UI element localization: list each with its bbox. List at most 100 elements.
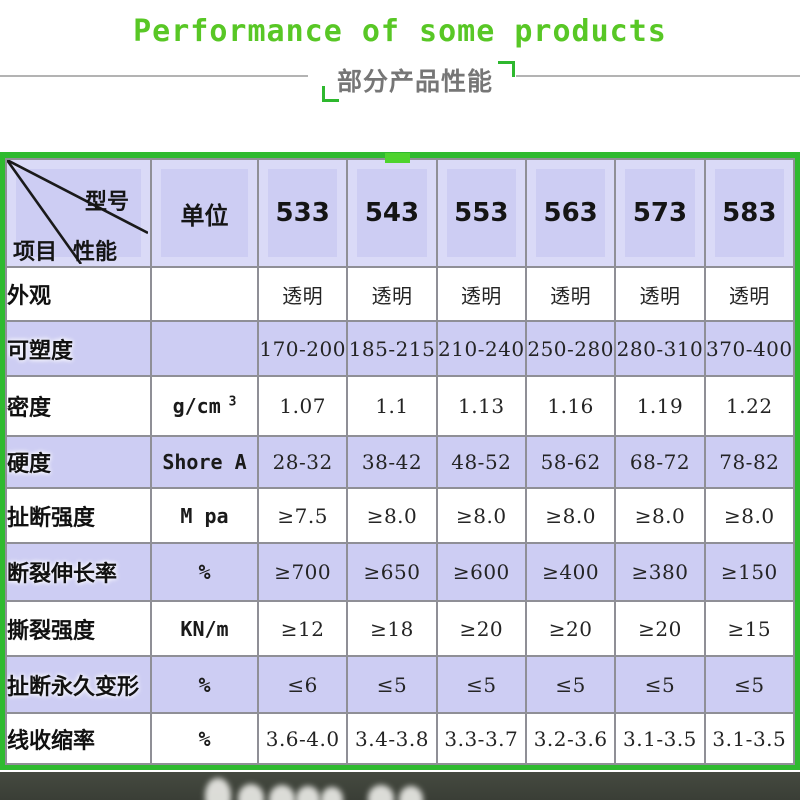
page-subtitle: 部分产品性能 — [336, 67, 493, 96]
value-cell: ≥700 — [256, 542, 349, 602]
value-cell: 48-52 — [435, 435, 527, 489]
value-cell: ≥20 — [524, 600, 617, 657]
table-row: 扯断永久变形% ≤6 ≤5 ≤5 ≤5 ≤5 ≤5 — [5, 655, 796, 714]
value-cell: ≤5 — [524, 655, 617, 714]
value-cell: 1.22 — [703, 375, 796, 437]
spec-table-body: 外观 透明 透明 透明 透明 透明 透明 可塑度 170-200 185-215 210-240 25… — [5, 266, 796, 765]
row-label: 硬度 — [5, 435, 152, 489]
value-cell: ≥600 — [435, 542, 527, 602]
value-cell: ≥8.0 — [435, 487, 527, 544]
value-cell: 透明 — [524, 266, 617, 322]
value-cell: 3.3-3.7 — [435, 712, 527, 765]
value-cell: 68-72 — [614, 435, 706, 489]
corner-bracket-bottom-left-icon — [322, 86, 339, 102]
unit-text: M pa — [180, 503, 229, 528]
value-cell: 370-400 — [703, 320, 796, 377]
table-row: 线收缩率% 3.6-4.0 3.4-3.8 3.3-3.7 3.2-3.6 3.1-3.5… — [5, 712, 796, 765]
row-label: 密度 — [5, 375, 152, 437]
value-cell: 3.1-3.5 — [703, 712, 796, 765]
green-notch-decoration — [385, 153, 410, 163]
value-cell: ≥8.0 — [614, 487, 706, 544]
unit-cell: Shore A — [150, 435, 259, 489]
table-row: 断裂伸长率% ≥700 ≥650 ≥600 ≥400 ≥380 ≥150 — [5, 542, 796, 602]
table-header-row: 型号 性能 项目 单位 533 543 553 563 573 583 — [5, 158, 796, 268]
model-header-553: 553 — [435, 158, 527, 268]
row-label: 扯断永久变形 — [5, 655, 152, 714]
value-cell: ≥380 — [614, 542, 706, 602]
model-header-583: 583 — [703, 158, 796, 268]
photo-highlight-blob — [321, 787, 343, 800]
value-cell: 38-42 — [346, 435, 438, 489]
photo-highlight-blob — [296, 786, 320, 800]
unit-text: % — [198, 726, 211, 751]
value-cell: 3.1-3.5 — [614, 712, 706, 765]
value-cell: 250-280 — [524, 320, 617, 377]
product-photo-strip — [0, 772, 800, 800]
unit-cell: % — [150, 542, 259, 602]
spec-table: 型号 性能 项目 单位 533 543 553 563 573 583 外观 透明 透明 透明透… — [5, 158, 796, 765]
row-label: 线收缩率 — [5, 712, 152, 765]
row-label: 扯断强度 — [5, 487, 152, 544]
photo-highlight-blob — [399, 786, 423, 800]
value-cell: 3.2-3.6 — [524, 712, 617, 765]
value-cell: 210-240 — [435, 320, 527, 377]
value-cell: 3.4-3.8 — [346, 712, 438, 765]
value-cell: 透明 — [346, 266, 438, 322]
model-header-543: 543 — [346, 158, 438, 268]
model-header-533: 533 — [256, 158, 349, 268]
divider-line-left — [0, 75, 308, 77]
unit-text: KN/m — [180, 616, 229, 641]
unit-cell: % — [150, 655, 259, 714]
table-row: 硬度 Shore A 28-32 38-42 48-52 58-62 68-72 78-82 — [5, 435, 796, 489]
value-cell: 1.13 — [435, 375, 527, 437]
unit-text: g/cm — [172, 394, 221, 418]
value-cell: ≥7.5 — [256, 487, 349, 544]
value-cell: ≥400 — [524, 542, 617, 602]
value-cell: 透明 — [435, 266, 527, 322]
unit-cell — [150, 320, 259, 377]
spec-table-frame: 型号 性能 项目 单位 533 543 553 563 573 583 外观 透明 透明 透明透… — [0, 152, 800, 770]
value-cell: ≤5 — [614, 655, 706, 714]
row-label: 外观 — [5, 266, 152, 322]
unit-superscript: 3 — [220, 394, 237, 410]
subtitle-block: 部分产品性能 — [0, 58, 800, 102]
photo-highlight-blob — [205, 778, 231, 800]
value-cell: ≤5 — [703, 655, 796, 714]
value-cell: 1.19 — [614, 375, 706, 437]
value-cell: 1.16 — [524, 375, 617, 437]
value-cell: ≥650 — [346, 542, 438, 602]
value-cell: ≤5 — [346, 655, 438, 714]
photo-highlight-blob — [238, 784, 264, 800]
value-cell: ≥18 — [346, 600, 438, 657]
value-cell: 1.1 — [346, 375, 438, 437]
value-cell: 170-200 — [256, 320, 349, 377]
unit-cell — [150, 266, 259, 322]
page-title: Performance of some products — [133, 14, 667, 49]
value-cell: 3.6-4.0 — [256, 712, 349, 765]
unit-column-header: 单位 — [150, 158, 259, 268]
unit-text: Shore A — [162, 450, 247, 474]
value-cell: 58-62 — [524, 435, 617, 489]
value-cell: ≥8.0 — [703, 487, 796, 544]
unit-text: % — [198, 672, 211, 697]
photo-highlight-blob — [269, 785, 295, 800]
row-label: 可塑度 — [5, 320, 152, 377]
corner-label-performance: 性能 — [73, 240, 118, 265]
corner-diagonal-lines — [8, 161, 148, 264]
unit-cell: g/cm 3 — [150, 375, 259, 437]
row-label: 断裂伸长率 — [5, 542, 152, 602]
unit-text: % — [198, 560, 211, 584]
value-cell: ≤6 — [256, 655, 349, 714]
value-cell: ≥8.0 — [524, 487, 617, 544]
model-header-563: 563 — [524, 158, 617, 268]
model-header-573: 573 — [614, 158, 706, 268]
table-row: 撕裂强度 KN/m ≥12 ≥18 ≥20 ≥20 ≥20 ≥15 — [5, 600, 796, 657]
value-cell: ≥8.0 — [346, 487, 438, 544]
corner-bracket-top-right-icon — [498, 61, 515, 77]
value-cell: 78-82 — [703, 435, 796, 489]
corner-label-item: 项目 — [13, 240, 58, 265]
value-cell: 28-32 — [256, 435, 349, 489]
table-row: 可塑度 170-200 185-215 210-240 250-280 280-310 37… — [5, 320, 796, 377]
value-cell: 280-310 — [614, 320, 706, 377]
value-cell: ≥15 — [703, 600, 796, 657]
